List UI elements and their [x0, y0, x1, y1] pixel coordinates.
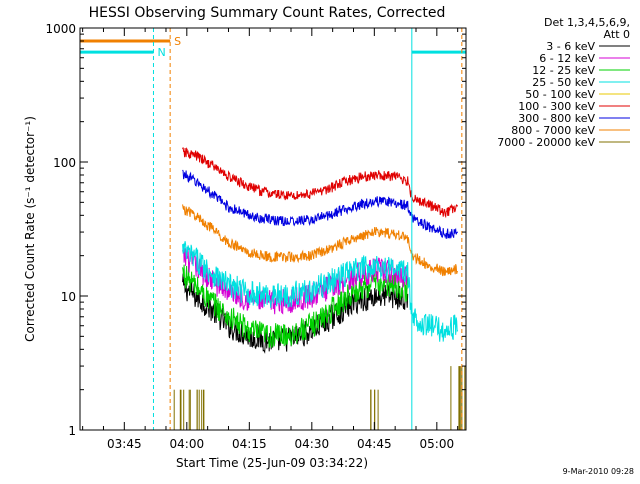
legend-label-3-6-kev: 3 - 6 keV: [546, 40, 595, 53]
annotation-label: N: [157, 46, 165, 59]
x-tick-label: 04:45: [357, 437, 392, 451]
x-tick-label: 05:00: [420, 437, 455, 451]
chart-title: HESSI Observing Summary Count Rates, Cor…: [89, 5, 446, 21]
series-layer: [173, 147, 466, 430]
legend-header-line-2: Att 0: [604, 28, 630, 41]
legend-label-12-25-kev: 12 - 25 keV: [532, 64, 595, 77]
legend-label-7000-20000-kev: 7000 - 20000 keV: [497, 136, 595, 149]
y-tick-label: 100: [53, 156, 76, 170]
series-7000-20000-kev: [173, 366, 466, 430]
x-tick-label: 04:00: [170, 437, 205, 451]
y-tick-label: 10: [61, 290, 76, 304]
legend-header-line-1: Det 1,3,4,5,6,9,: [544, 16, 630, 29]
series-12-25-kev: [182, 264, 409, 349]
y-tick-label: 1: [68, 424, 76, 438]
plot-frame: [79, 27, 467, 431]
y-axis-label: Corrected Count Rate (s⁻¹ detector⁻¹): [23, 116, 37, 342]
x-tick-label: 04:30: [295, 437, 330, 451]
footer-timestamp: 9-Mar-2010 09:28: [563, 467, 634, 476]
x-tick-label: 03:45: [107, 437, 142, 451]
legend-label-25-50-kev: 25 - 50 keV: [532, 76, 595, 89]
x-axis-label: Start Time (25-Jun-09 03:34:22): [176, 456, 368, 470]
annotation-label: S: [174, 35, 181, 48]
legend-label-6-12-kev: 6 - 12 keV: [539, 52, 595, 65]
legend-label-50-100-kev: 50 - 100 keV: [525, 88, 595, 101]
x-tick-label: 04:15: [232, 437, 267, 451]
axis-layer: 1 10 100 1000 03:45 04:00 04:15 04:30 04:45 05:00: [45, 22, 466, 451]
legend-label-100-300-kev: 100 - 300 keV: [518, 100, 595, 113]
legend-label-300-800-kev: 300 - 800 keV: [518, 112, 595, 125]
series-line: [182, 264, 409, 349]
legend-label-800-7000-kev: 800 - 7000 keV: [511, 124, 595, 137]
y-tick-label: 1000: [45, 22, 76, 36]
